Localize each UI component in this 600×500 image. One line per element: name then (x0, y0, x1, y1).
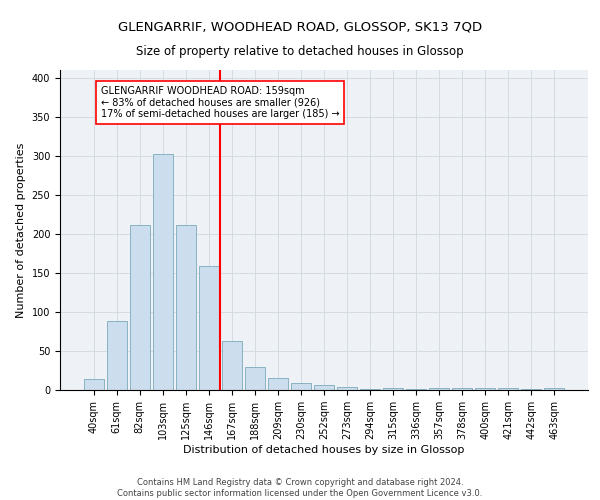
Bar (430, 388, 449, 390)
Text: GLENGARRIF WOODHEAD ROAD: 159sqm
← 83% of detached houses are smaller (926)
17% : GLENGARRIF WOODHEAD ROAD: 159sqm ← 83% o… (101, 86, 340, 119)
Bar (499, 388, 518, 390)
Text: Contains HM Land Registry data © Crown copyright and database right 2024.
Contai: Contains HM Land Registry data © Crown c… (118, 478, 482, 498)
Bar (521, 389, 541, 390)
Bar (337, 387, 357, 390)
Text: GLENGARRIF, WOODHEAD ROAD, GLOSSOP, SK13 7QD: GLENGARRIF, WOODHEAD ROAD, GLOSSOP, SK13… (118, 20, 482, 33)
Bar (199, 266, 218, 390)
Bar (268, 378, 288, 390)
X-axis label: Distribution of detached houses by size in Glossop: Distribution of detached houses by size … (184, 445, 464, 455)
Bar (475, 388, 495, 390)
Bar (360, 389, 380, 390)
Bar (406, 389, 426, 390)
Bar (291, 383, 311, 390)
Bar (314, 386, 334, 390)
Bar (176, 224, 196, 390)
Y-axis label: Number of detached properties: Number of detached properties (16, 142, 26, 318)
Bar (452, 388, 472, 390)
Bar (245, 366, 265, 390)
Bar (544, 388, 564, 390)
Bar (222, 341, 242, 390)
Text: Size of property relative to detached houses in Glossop: Size of property relative to detached ho… (136, 45, 464, 58)
Bar (84, 379, 104, 390)
Bar (130, 226, 149, 390)
Bar (153, 154, 173, 390)
Bar (383, 388, 403, 390)
Bar (107, 320, 127, 390)
